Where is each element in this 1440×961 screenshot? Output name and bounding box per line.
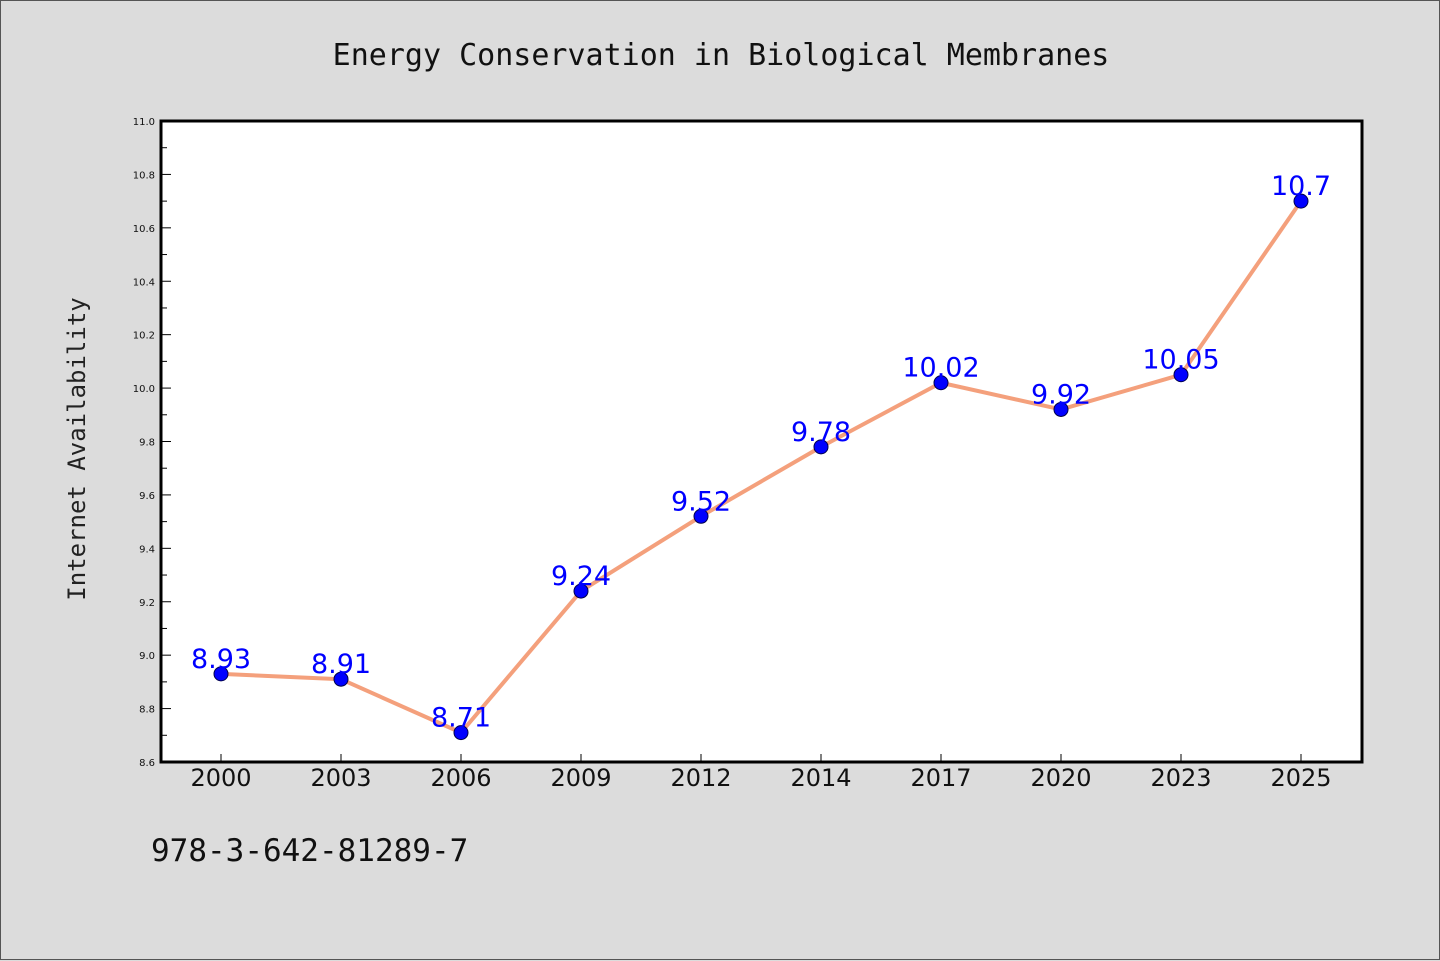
x-tick-label: 2023 <box>1150 764 1211 792</box>
data-label: 10.05 <box>1142 345 1219 376</box>
y-tick-label: 10.2 <box>133 331 155 342</box>
y-tick-label: 10.8 <box>133 170 155 181</box>
x-tick-label: 2006 <box>430 764 491 792</box>
y-tick-label: 10.0 <box>133 384 155 395</box>
data-labels-layer: 8.93 8.91 8.71 9.24 9.52 9.78 10.02 9.92 10.05 10… <box>191 171 1331 733</box>
series-line <box>220 199 1303 735</box>
data-label: 9.78 <box>791 417 851 448</box>
y-axis-ticks: 8.6 8.8 9.0 9.2 9.4 9.6 9.8 10.0 10.2 10.4 10.6 10.… <box>133 117 171 769</box>
data-point <box>693 508 709 524</box>
x-tick-label: 2003 <box>310 764 371 792</box>
data-label: 8.93 <box>191 644 251 675</box>
x-axis-ticks: 2000 2003 2006 2009 2012 2014 2017 2020 2023 2025 <box>190 754 1332 792</box>
data-point <box>933 375 949 391</box>
y-tick-label: 8.6 <box>139 758 155 769</box>
y-axis-label: Internet Availability <box>63 297 91 600</box>
x-tick-label: 2017 <box>910 764 971 792</box>
x-tick-label: 2020 <box>1030 764 1091 792</box>
y-tick-label: 9.4 <box>139 544 155 555</box>
x-tick-label: 2009 <box>550 764 611 792</box>
x-tick-label: 2000 <box>190 764 251 792</box>
chart-title: Energy Conservation in Biological Membra… <box>333 38 1110 73</box>
y-tick-label: 10.4 <box>133 277 155 288</box>
data-point <box>213 666 229 682</box>
series-layer <box>213 193 1309 741</box>
y-tick-label: 11.0 <box>133 117 155 128</box>
x-tick-label: 2014 <box>790 764 851 792</box>
data-point <box>813 439 829 455</box>
data-label: 8.71 <box>431 703 491 734</box>
y-tick-label: 9.8 <box>139 438 155 449</box>
data-label: 9.24 <box>551 561 611 592</box>
data-point <box>1053 401 1069 417</box>
y-tick-label: 8.8 <box>139 705 155 716</box>
x-tick-label: 2025 <box>1270 764 1331 792</box>
data-label: 8.91 <box>311 649 371 680</box>
isbn-text: 978-3-642-81289-7 <box>151 833 469 869</box>
plot-area <box>159 119 1364 764</box>
data-point <box>333 671 349 687</box>
data-point <box>573 583 589 599</box>
data-label: 9.92 <box>1031 379 1091 410</box>
data-point <box>1173 367 1189 383</box>
y-tick-label: 9.6 <box>139 491 155 502</box>
data-label: 9.52 <box>671 486 731 517</box>
data-label: 10.7 <box>1271 171 1331 202</box>
y-tick-label: 10.6 <box>133 224 155 235</box>
y-tick-label: 9.2 <box>139 598 155 609</box>
data-label: 10.02 <box>902 353 979 384</box>
y-tick-label: 9.0 <box>139 651 155 662</box>
data-point <box>453 725 469 741</box>
x-tick-label: 2012 <box>670 764 731 792</box>
data-point <box>1293 193 1309 209</box>
